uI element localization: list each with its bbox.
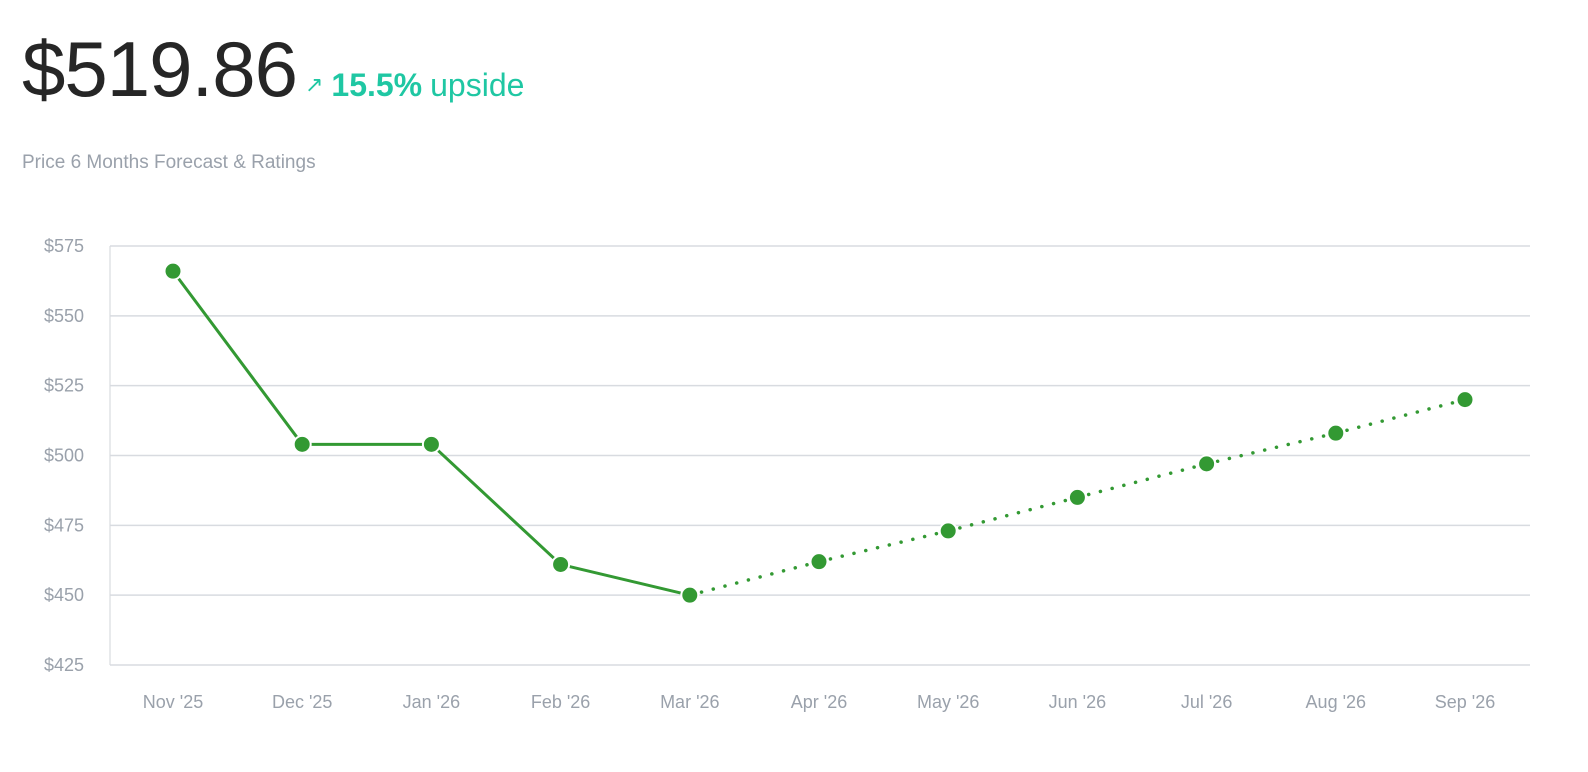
price-header: $519.86 ↗ 15.5% upside: [22, 30, 524, 108]
data-point[interactable]: [551, 554, 571, 574]
history-series-line: [171, 269, 692, 597]
x-tick-label: Feb '26: [531, 692, 590, 712]
y-tick-label: $500: [44, 446, 84, 466]
arrow-up-right-icon: ↗: [304, 72, 324, 97]
data-point[interactable]: [809, 552, 829, 572]
data-point[interactable]: [1067, 487, 1087, 507]
series-lines: [171, 269, 1467, 597]
x-tick-label: Nov '25: [143, 692, 203, 712]
data-point[interactable]: [938, 521, 958, 541]
x-tick-label: Dec '25: [272, 692, 332, 712]
upside-label: upside: [430, 67, 525, 103]
data-point[interactable]: [1197, 454, 1217, 474]
y-tick-label: $575: [44, 236, 84, 256]
chart-subtitle: Price 6 Months Forecast & Ratings: [22, 152, 316, 173]
grid-lines: [109, 245, 1530, 666]
x-tick-label: Apr '26: [791, 692, 847, 712]
upside-indicator: ↗ 15.5% upside: [305, 67, 524, 104]
data-point[interactable]: [163, 261, 183, 281]
y-tick-label: $550: [44, 306, 84, 326]
y-tick-label: $425: [44, 655, 84, 675]
upside-percent: 15.5%: [331, 67, 423, 103]
x-tick-label: Jul '26: [1181, 692, 1232, 712]
data-point[interactable]: [680, 585, 700, 605]
data-point[interactable]: [1455, 390, 1475, 410]
series-points: [163, 261, 1475, 605]
data-point[interactable]: [292, 434, 312, 454]
current-price: $519.86: [22, 25, 298, 113]
x-tick-label: Mar '26: [660, 692, 719, 712]
data-point[interactable]: [421, 434, 441, 454]
x-tick-label: Jun '26: [1049, 692, 1106, 712]
x-tick-label: Aug '26: [1306, 692, 1367, 712]
y-axis-ticks: $575 $550 $525 $500 $475 $450 $425: [44, 236, 84, 675]
y-tick-label: $525: [44, 376, 84, 396]
y-tick-label: $475: [44, 515, 84, 535]
x-axis-ticks: Nov '25 Dec '25 Jan '26 Feb '26 Mar '26 Apr '…: [143, 692, 1495, 712]
x-tick-label: Jan '26: [403, 692, 460, 712]
x-tick-label: May '26: [917, 692, 979, 712]
data-point[interactable]: [1326, 423, 1346, 443]
x-tick-label: Sep '26: [1435, 692, 1496, 712]
y-tick-label: $450: [44, 585, 84, 605]
